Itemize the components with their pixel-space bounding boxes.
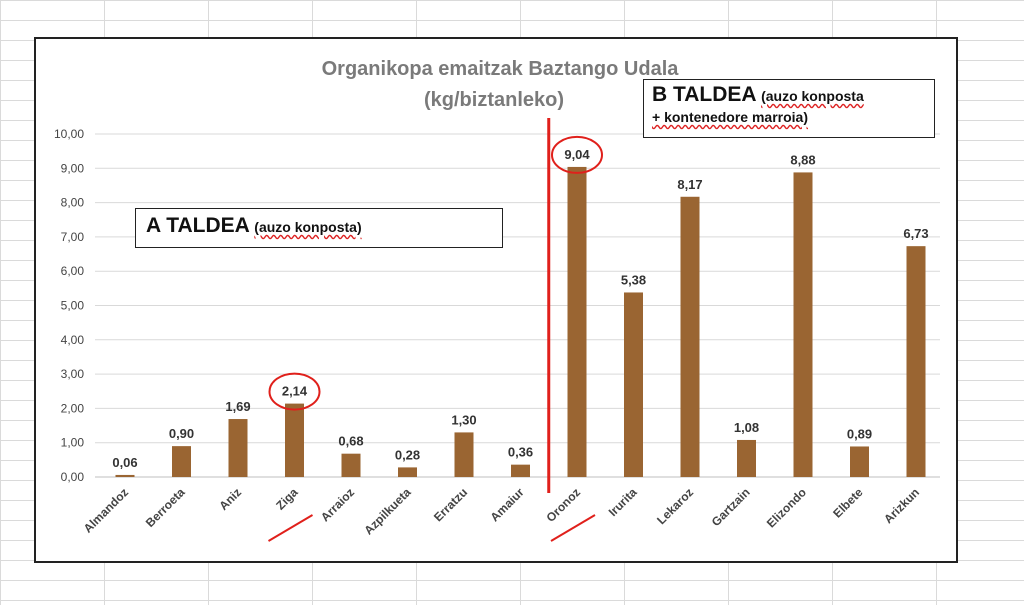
y-tick-label: 8,00	[61, 196, 85, 210]
data-label-aniz: 1,69	[225, 399, 250, 414]
data-label-erratzu: 1,30	[451, 412, 476, 427]
bar-berroeta[interactable]	[172, 446, 191, 477]
bar-irurita[interactable]	[624, 292, 643, 477]
x-tick-label-aniz: Aniz	[216, 485, 244, 513]
group-b-note-line2: + kontenedore marroia)	[652, 109, 808, 125]
bar-elizondo[interactable]	[793, 172, 813, 477]
x-tick-label-elizondo: Elizondo	[764, 485, 809, 530]
x-tick-label-irurita: Irurita	[606, 485, 640, 519]
group-b-box: B TALDEA (auzo konposta + kontenedore ma…	[643, 79, 935, 138]
x-tick-label-elbete: Elbete	[830, 485, 866, 521]
x-tick-label-amaiur: Amaiur	[487, 485, 526, 524]
y-tick-label: 9,00	[61, 161, 85, 175]
data-label-arizkun: 6,73	[903, 226, 928, 241]
data-label-berroeta: 0,90	[169, 426, 194, 441]
highlight-underline-ziga	[267, 514, 314, 542]
bar-amaiur[interactable]	[511, 464, 530, 477]
bar-azpilkueta[interactable]	[398, 467, 417, 477]
y-tick-label: 2,00	[61, 401, 85, 415]
bar-gartzain[interactable]	[737, 439, 756, 477]
y-tick-label: 10,00	[54, 127, 84, 141]
data-label-gartzain: 1,08	[734, 420, 759, 435]
data-label-azpilkueta: 0,28	[395, 447, 420, 462]
bar-almandoz[interactable]	[115, 474, 135, 477]
data-label-elbete: 0,89	[847, 426, 872, 441]
group-a-note: (auzo konposta)	[254, 219, 362, 235]
data-label-irurita: 5,38	[621, 272, 646, 287]
x-tick-label-berroeta: Berroeta	[143, 485, 188, 530]
highlight-circle-ziga	[268, 372, 321, 411]
x-tick-label-arraioz: Arraioz	[318, 485, 357, 524]
data-label-ziga: 2,14	[282, 384, 308, 399]
data-label-amaiur: 0,36	[508, 445, 533, 460]
data-label-almandoz: 0,06	[112, 455, 137, 470]
group-a-box: A TALDEA (auzo konposta)	[135, 208, 503, 248]
y-tick-label: 0,00	[61, 470, 85, 484]
y-tick-label: 1,00	[61, 436, 85, 450]
y-tick-label: 3,00	[61, 367, 85, 381]
highlight-underline-oronoz	[550, 514, 596, 542]
y-tick-label: 6,00	[61, 264, 85, 278]
data-label-arraioz: 0,68	[338, 434, 363, 449]
bar-arizkun[interactable]	[906, 246, 926, 477]
bar-ziga[interactable]	[285, 403, 304, 477]
x-tick-label-arizkun: Arizkun	[881, 485, 922, 526]
highlight-circle-oronoz	[551, 135, 603, 174]
bar-erratzu[interactable]	[454, 432, 474, 477]
data-label-elizondo: 8,88	[790, 152, 815, 167]
y-tick-label: 5,00	[61, 299, 85, 313]
x-tick-label-ziga: Ziga	[273, 485, 301, 513]
x-tick-label-lekaroz: Lekaroz	[654, 485, 696, 527]
x-tick-label-erratzu: Erratzu	[431, 485, 470, 524]
group-a-title: A TALDEA	[146, 214, 250, 237]
bar-arraioz[interactable]	[341, 453, 361, 477]
bar-aniz[interactable]	[228, 419, 248, 477]
group-b-title: B TALDEA	[652, 83, 757, 106]
bar-oronoz[interactable]	[567, 166, 587, 478]
y-tick-label: 7,00	[61, 230, 85, 244]
x-tick-label-almandoz: Almandoz	[81, 485, 131, 535]
x-tick-label-azpilkueta: Azpilkueta	[361, 485, 414, 538]
bar-elbete[interactable]	[850, 446, 869, 477]
group-b-note-line1: (auzo konposta	[761, 88, 864, 104]
x-tick-label-gartzain: Gartzain	[709, 485, 753, 529]
data-label-lekaroz: 8,17	[677, 177, 702, 192]
bar-lekaroz[interactable]	[680, 196, 700, 478]
chart-title: Organikopa emaitzak Baztango Udala	[322, 58, 680, 80]
chart-subtitle: (kg/biztanleko)	[424, 89, 564, 111]
data-label-oronoz: 9,04	[564, 147, 590, 162]
y-tick-label: 4,00	[61, 333, 85, 347]
